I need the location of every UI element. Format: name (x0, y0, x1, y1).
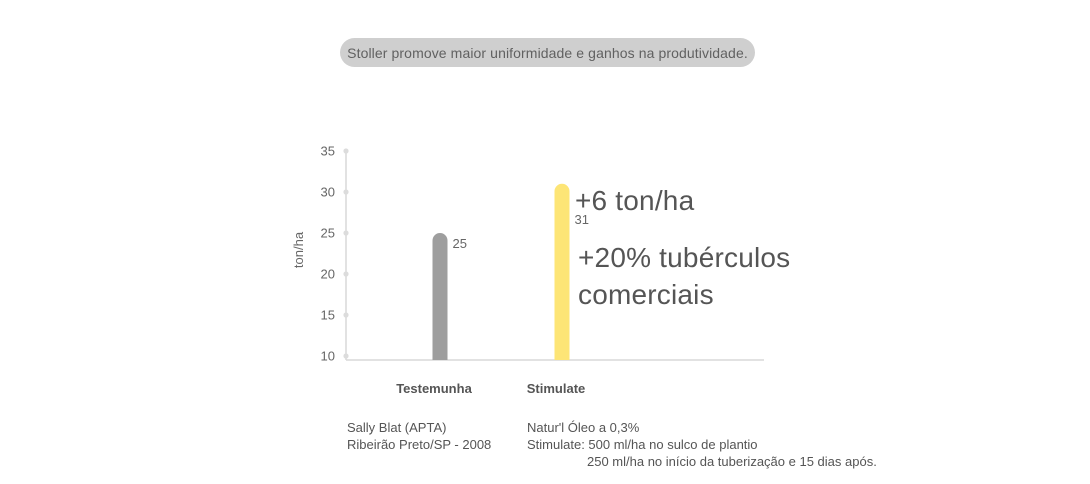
bar-testemunha (432, 233, 448, 360)
treatment-line: Stimulate: 500 ml/ha no sulco de plantio (527, 437, 758, 452)
source-line: Sally Blat (APTA) (347, 420, 447, 435)
bar-stimulate (554, 183, 570, 360)
source-line: Ribeirão Preto/SP - 2008 (347, 437, 492, 452)
gain-tons-annotation: +6 ton/ha (575, 185, 695, 216)
y-axis-label: ton/ha (291, 231, 306, 268)
y-tick-dot (343, 148, 349, 154)
y-tick-dot (343, 230, 349, 236)
y-tick-dot (343, 353, 349, 359)
chart-title-pill: Stoller promove maior uniformidade e gan… (340, 38, 755, 67)
y-tick-label: 35 (321, 144, 335, 159)
data-label: 25 (453, 236, 467, 251)
treatment-line: Natur'l Óleo a 0,3% (527, 420, 640, 435)
y-tick-label: 20 (321, 267, 335, 282)
y-tick-label: 15 (321, 308, 335, 323)
data-label: 31 (575, 212, 589, 227)
treatment-note: Natur'l Óleo a 0,3% Stimulate: 500 ml/ha… (527, 419, 877, 470)
chart-title: Stoller promove maior uniformidade e gan… (347, 44, 748, 61)
y-tick-dot (343, 189, 349, 195)
y-tick-label: 30 (321, 185, 335, 200)
gain-commercial-line1: +20% tubérculos (578, 242, 791, 273)
y-tick-label: 10 (321, 349, 335, 364)
category-label: Stimulate (527, 381, 586, 396)
y-tick-dot (343, 312, 349, 318)
source-note: Sally Blat (APTA) Ribeirão Preto/SP - 20… (347, 419, 491, 453)
category-label: Testemunha (396, 381, 472, 396)
y-tick-dot (343, 271, 349, 277)
treatment-line: 250 ml/ha no início da tuberização e 15 … (587, 454, 877, 469)
y-tick-label: 25 (321, 226, 335, 241)
gain-commercial-line2: comerciais (578, 279, 714, 310)
